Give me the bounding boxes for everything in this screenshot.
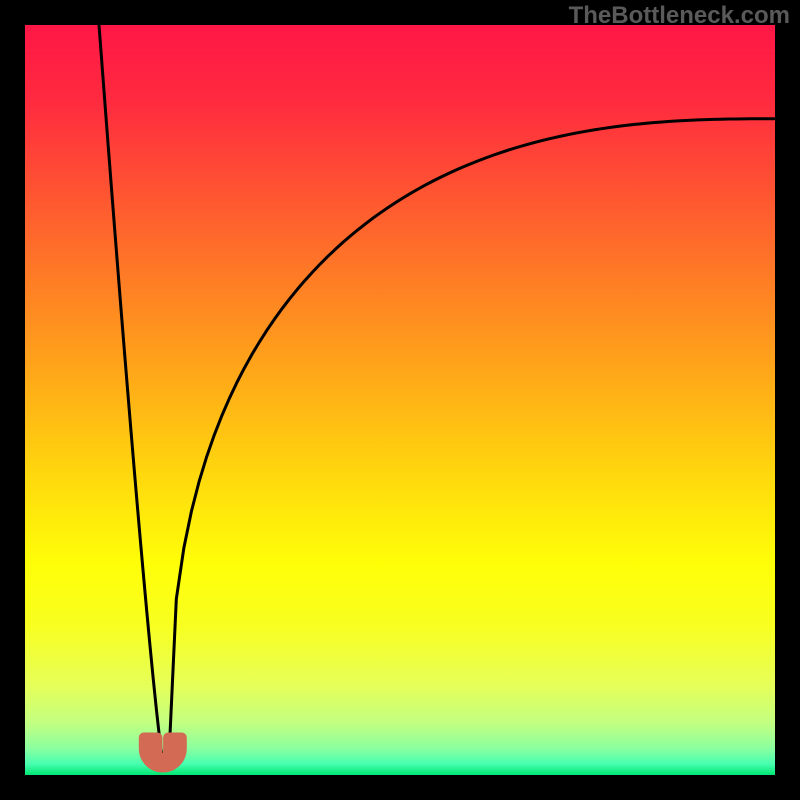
bottleneck-chart: TheBottleneck.com <box>0 0 800 800</box>
gradient-background <box>25 25 775 775</box>
chart-svg <box>0 0 800 800</box>
